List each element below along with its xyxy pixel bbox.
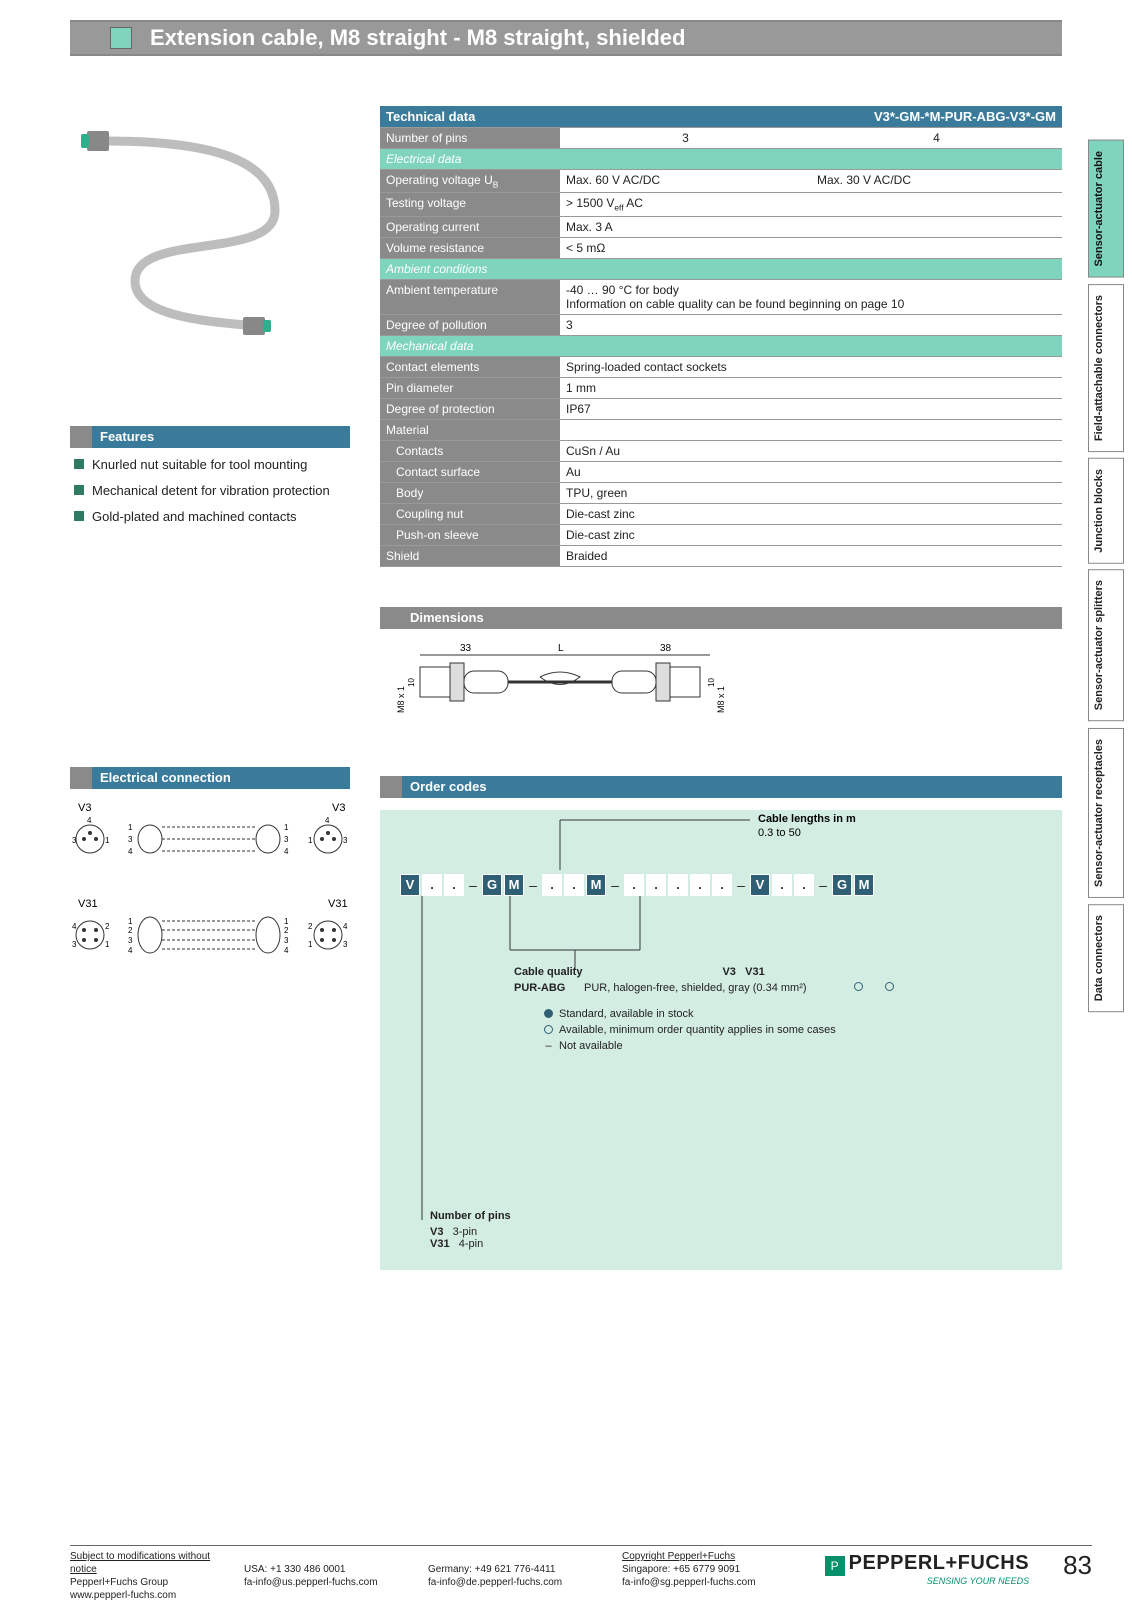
order-codes-heading: Order codes <box>402 776 1062 798</box>
svg-text:2: 2 <box>105 922 110 931</box>
svg-text:0.3 to 50: 0.3 to 50 <box>758 827 801 839</box>
features-list: Knurled nut suitable for tool mounting M… <box>70 456 350 527</box>
svg-text:4: 4 <box>325 816 330 825</box>
svg-text:4: 4 <box>128 946 133 955</box>
svg-text:1: 1 <box>105 940 110 949</box>
elec-conn-heading: Electrical connection <box>92 767 350 789</box>
svg-text:1: 1 <box>284 917 289 926</box>
order-codes-area: Cable lengths in m 0.3 to 50 V..–GM–..M–… <box>380 810 1062 1270</box>
svg-text:38: 38 <box>660 643 672 654</box>
feature-1: Mechanical detent for vibration protecti… <box>92 482 330 500</box>
order-code-pattern: V..–GM–..M–.....–V..–GM <box>400 874 1048 896</box>
page-footer: Subject to modifications without notice … <box>70 1545 1092 1602</box>
svg-text:2: 2 <box>284 926 289 935</box>
svg-text:1: 1 <box>308 940 313 949</box>
svg-text:Cable lengths in m: Cable lengths in m <box>758 813 856 825</box>
svg-text:10: 10 <box>407 677 416 686</box>
svg-text:V31: V31 <box>328 898 348 910</box>
svg-text:33: 33 <box>460 643 472 654</box>
svg-text:3: 3 <box>72 940 77 949</box>
dimensions-heading: Dimensions <box>402 607 1062 629</box>
svg-text:3: 3 <box>343 836 348 845</box>
product-image <box>70 106 300 366</box>
svg-text:V31: V31 <box>78 898 98 910</box>
svg-text:4: 4 <box>284 946 289 955</box>
svg-text:1: 1 <box>105 836 110 845</box>
svg-text:4: 4 <box>87 816 92 825</box>
svg-text:2: 2 <box>308 922 313 931</box>
svg-text:3: 3 <box>72 836 77 845</box>
tab-junction-blocks[interactable]: Junction blocks <box>1088 458 1124 564</box>
svg-text:1: 1 <box>128 917 133 926</box>
header-accent <box>110 27 132 49</box>
svg-text:3: 3 <box>284 835 289 844</box>
technical-data-table: Technical dataV3*-GM-*M-PUR-ABG-V3*-GM N… <box>380 106 1062 567</box>
brand-logo: PEPPERL+FUCHS <box>849 1552 1029 1574</box>
svg-text:2: 2 <box>128 926 133 935</box>
svg-text:10: 10 <box>707 677 716 686</box>
dimensions-diagram: 33 L 38 M8 x 1 M8 x 1 10 10 <box>380 637 1062 750</box>
svg-text:4: 4 <box>343 922 348 931</box>
svg-text:V3: V3 <box>78 802 91 814</box>
tab-field-attachable[interactable]: Field-attachable connectors <box>1088 284 1124 452</box>
feature-2: Gold-plated and machined contacts <box>92 508 297 526</box>
svg-text:L: L <box>558 643 564 654</box>
feature-0: Knurled nut suitable for tool mounting <box>92 456 307 474</box>
svg-text:3: 3 <box>343 940 348 949</box>
svg-text:1: 1 <box>284 823 289 832</box>
electrical-diagram: V3 314 V3 134 134 134 V31 <box>70 797 350 990</box>
svg-text:M8 x 1: M8 x 1 <box>716 686 726 713</box>
svg-text:3: 3 <box>284 936 289 945</box>
tab-sensor-actuator-cable[interactable]: Sensor-actuator cable <box>1088 140 1124 278</box>
svg-text:4: 4 <box>72 922 77 931</box>
svg-text:4: 4 <box>284 847 289 856</box>
page-number: 83 <box>1063 1550 1092 1581</box>
features-heading: Features <box>92 426 350 448</box>
page-header: Extension cable, M8 straight - M8 straig… <box>70 20 1062 56</box>
svg-text:3: 3 <box>128 936 133 945</box>
svg-text:4: 4 <box>128 847 133 856</box>
svg-text:1: 1 <box>308 836 313 845</box>
svg-text:M8 x 1: M8 x 1 <box>396 686 406 713</box>
tab-data-connectors[interactable]: Data connectors <box>1088 904 1124 1012</box>
tab-receptacles[interactable]: Sensor-actuator receptacles <box>1088 728 1124 898</box>
page-title: Extension cable, M8 straight - M8 straig… <box>150 25 685 51</box>
side-tabs: Sensor-actuator cable Field-attachable c… <box>1088 140 1128 1018</box>
svg-text:1: 1 <box>128 823 133 832</box>
svg-text:V3: V3 <box>332 802 345 814</box>
tab-splitters[interactable]: Sensor-actuator splitters <box>1088 569 1124 721</box>
model-code: V3*-GM-*M-PUR-ABG-V3*-GM <box>560 106 1062 128</box>
svg-text:3: 3 <box>128 835 133 844</box>
